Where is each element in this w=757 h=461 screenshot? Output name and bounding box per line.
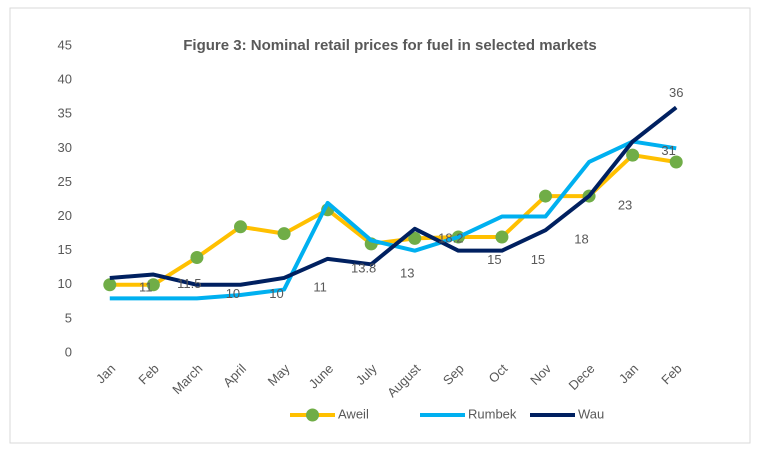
- x-tick-label: Feb: [658, 361, 684, 387]
- y-tick-label: 0: [65, 344, 72, 359]
- data-label: 13.8: [351, 260, 376, 275]
- x-tick-label: Jan: [93, 361, 118, 386]
- x-tick-label: July: [353, 361, 380, 388]
- data-label: 23: [618, 198, 632, 213]
- x-tick-label: Sep: [440, 361, 467, 388]
- y-tick-label: 45: [58, 37, 72, 52]
- y-tick-label: 15: [58, 242, 72, 257]
- legend-label: Wau: [578, 406, 604, 421]
- data-label: 10: [226, 286, 240, 301]
- point-marker: [190, 250, 204, 264]
- legend-label: Aweil: [338, 406, 369, 421]
- point-marker: [495, 230, 509, 244]
- point-marker: [408, 231, 422, 245]
- y-tick-label: 5: [65, 310, 72, 325]
- data-label: 18.2: [438, 230, 463, 245]
- x-tick-label: August: [384, 361, 423, 400]
- x-tick-label: April: [220, 361, 249, 390]
- y-tick-label: 20: [58, 208, 72, 223]
- point-marker: [539, 189, 552, 203]
- x-tick-label: Oct: [486, 361, 511, 386]
- point-marker: [234, 220, 247, 234]
- series-line: [109, 139, 677, 301]
- y-tick-label: 40: [58, 72, 72, 87]
- chart-title: Figure 3: Nominal retail prices for fuel…: [183, 37, 596, 54]
- x-tick-label: May: [265, 361, 293, 389]
- point-marker: [669, 155, 683, 169]
- x-tick-label: March: [169, 361, 205, 397]
- data-label: 11.5: [177, 276, 201, 291]
- data-label: 15: [487, 252, 501, 267]
- data-label: 10: [269, 286, 283, 301]
- point-marker: [103, 278, 117, 292]
- chart-frame: [9, 7, 751, 444]
- series-line: [109, 105, 678, 287]
- x-tick-label: Nov: [527, 361, 554, 388]
- y-tick-label: 30: [58, 140, 72, 155]
- point-marker: [146, 278, 160, 292]
- x-tick-label: Feb: [135, 361, 161, 387]
- x-tick-label: Jan: [616, 361, 641, 386]
- y-tick-label: 25: [58, 174, 72, 189]
- data-label: 15: [531, 252, 545, 267]
- data-label: 11: [313, 279, 327, 294]
- x-tick-label: Dece: [566, 361, 598, 393]
- data-label: 11: [139, 279, 153, 294]
- data-label: 31: [661, 143, 675, 158]
- y-tick-label: 35: [58, 106, 72, 121]
- data-label: 13: [400, 266, 414, 281]
- legend-marker: [306, 408, 319, 422]
- y-tick-label: 10: [58, 276, 72, 291]
- x-tick-label: June: [306, 361, 337, 392]
- data-label: 36: [669, 85, 683, 100]
- series-line: [109, 153, 677, 287]
- point-marker: [626, 148, 640, 162]
- data-label: 18: [574, 232, 588, 247]
- legend-label: Rumbek: [468, 406, 517, 421]
- point-marker: [277, 227, 291, 241]
